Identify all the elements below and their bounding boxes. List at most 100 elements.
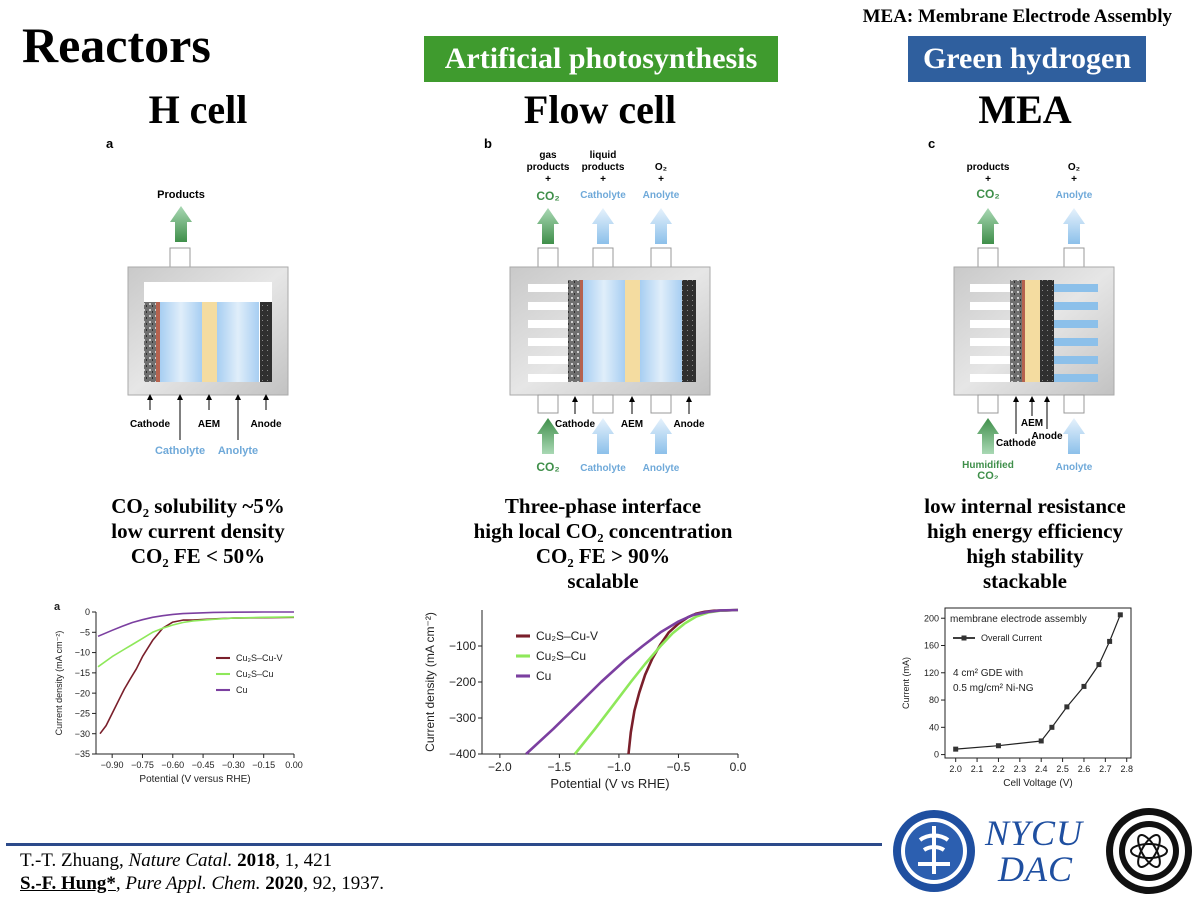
ref-volume-pages: , 1, 421 bbox=[275, 850, 333, 871]
x-tick-label: −0.60 bbox=[161, 760, 184, 770]
series-line bbox=[97, 616, 295, 668]
x-tick-label: 0.00 bbox=[285, 760, 303, 770]
y-tick-label: −400 bbox=[449, 747, 476, 761]
y-tick-label: −35 bbox=[75, 749, 90, 759]
y-tick-label: −300 bbox=[449, 711, 476, 725]
summary-line: high local CO₂ concentration bbox=[473, 519, 733, 543]
mea-aem-membrane bbox=[1025, 280, 1040, 382]
nycu-wordmark: NYCU bbox=[985, 813, 1084, 853]
reactor-name-h-cell: H cell bbox=[148, 87, 248, 132]
chart-annotation: 4 cm² GDE with bbox=[953, 668, 1023, 679]
ref-year: 2020 bbox=[260, 873, 304, 894]
mea-cathode bbox=[1010, 280, 1022, 382]
x-tick-label: −0.30 bbox=[222, 760, 245, 770]
y-tick-label: −25 bbox=[75, 709, 90, 719]
data-point bbox=[1064, 704, 1070, 710]
reactor-name-mea: MEA bbox=[978, 87, 1072, 132]
x-tick-label: −0.15 bbox=[252, 760, 275, 770]
y-axis-label: Current density (mA cm⁻²) bbox=[423, 612, 437, 752]
x-tick-label: 2.0 bbox=[949, 764, 962, 774]
h-cell-diagram: a Products Cathode AEM Anode Catholyte A… bbox=[106, 136, 289, 457]
products-label: Products bbox=[157, 189, 205, 201]
reference-2: S.-F. Hung*, Pure Appl. Chem. 2020, 92, … bbox=[20, 873, 384, 895]
y-tick-label: 200 bbox=[924, 613, 939, 623]
summary-line: scalable bbox=[567, 569, 639, 593]
catholyte-chamber bbox=[160, 302, 202, 382]
flow-cathode-label: Cathode bbox=[555, 419, 595, 430]
flow-aem-membrane bbox=[625, 280, 640, 382]
x-tick-label: −1.5 bbox=[548, 760, 572, 774]
flow-cell-diagram: b gas products + CO₂ liquid products + C… bbox=[484, 136, 711, 474]
chart-title: membrane electrode assembly bbox=[950, 614, 1087, 625]
x-axis-label: Potential (V versus RHE) bbox=[139, 774, 250, 785]
x-tick-label: 0.0 bbox=[730, 760, 747, 774]
legend-label: Cu₂S–Cu-V bbox=[236, 653, 283, 663]
cathode-label: Cathode bbox=[130, 419, 170, 430]
x-tick-label: −1.0 bbox=[607, 760, 631, 774]
legend-label: Cu bbox=[536, 669, 551, 683]
mea-summary: low internal resistance high energy effi… bbox=[845, 494, 1200, 594]
summary-line: low internal resistance bbox=[924, 494, 1126, 518]
legend-marker bbox=[961, 635, 967, 641]
legend-label: Cu bbox=[236, 685, 248, 695]
data-point bbox=[1096, 662, 1102, 668]
summary-line: CO₂ FE > 90% bbox=[535, 544, 671, 568]
legend-label: Cu₂S–Cu-V bbox=[536, 629, 598, 643]
o2-plus-label: + bbox=[658, 174, 664, 185]
x-tick-label: −0.75 bbox=[131, 760, 154, 770]
summary-line: CO₂ solubility ~5% bbox=[111, 494, 285, 518]
series-line bbox=[627, 608, 739, 755]
summary-line: low current density bbox=[111, 519, 285, 543]
co2-in-label: CO₂ bbox=[536, 460, 559, 474]
y-tick-label: −30 bbox=[75, 729, 90, 739]
x-tick-label: 2.1 bbox=[971, 764, 984, 774]
ref-volume-pages: , 92, 1937. bbox=[303, 873, 385, 894]
y-tick-label: 40 bbox=[929, 722, 939, 732]
flow-anode-label: Anode bbox=[673, 419, 705, 430]
anolyte-out-label: Anolyte bbox=[643, 190, 680, 201]
mea-products-plus: + bbox=[985, 174, 991, 185]
co2-out-arrow-icon bbox=[537, 208, 559, 244]
mea-aem-label: AEM bbox=[1021, 418, 1043, 429]
mea-co2-in-label: CO₂ bbox=[977, 470, 999, 479]
cathode-electrode bbox=[144, 302, 156, 382]
y-tick-label: −100 bbox=[449, 639, 476, 653]
y-tick-label: 120 bbox=[924, 668, 939, 678]
x-tick-label: 2.2 bbox=[992, 764, 1005, 774]
mea-anode bbox=[1040, 280, 1054, 382]
x-tick-label: 2.7 bbox=[1099, 764, 1112, 774]
y-tick-label: 80 bbox=[929, 695, 939, 705]
x-tick-label: 2.5 bbox=[1056, 764, 1069, 774]
gas-diffusion-electrode bbox=[568, 280, 580, 382]
anode-electrode bbox=[260, 302, 272, 382]
x-tick-label: 2.8 bbox=[1120, 764, 1133, 774]
co2-in-arrow-icon bbox=[537, 418, 559, 454]
x-tick-label: 2.4 bbox=[1035, 764, 1048, 774]
legend-label: Cu₂S–Cu bbox=[536, 649, 586, 663]
y-tick-label: −5 bbox=[80, 627, 90, 637]
plot-frame bbox=[944, 607, 1132, 759]
x-tick-label: −0.45 bbox=[192, 760, 215, 770]
mea-anolyte-in-arrow-icon bbox=[1063, 418, 1085, 454]
catholyte-in-arrow-icon bbox=[592, 418, 614, 454]
panel-label-c: c bbox=[928, 136, 935, 151]
y-tick-label: −10 bbox=[75, 648, 90, 658]
summary-line: CO₂ FE < 50% bbox=[130, 544, 266, 568]
chart-panel-label: a bbox=[54, 601, 61, 613]
panel-label-a: a bbox=[106, 136, 114, 151]
summary-line: stackable bbox=[983, 569, 1067, 593]
anolyte-chamber bbox=[217, 302, 259, 382]
gas-channel bbox=[528, 284, 568, 292]
series-line bbox=[525, 608, 739, 755]
h-cell-polarization-chart: −0.90 −0.75 −0.60 −0.45 −0.30 −0.15 0.00 0 −5 −10… bbox=[54, 601, 303, 785]
gas-label: gas bbox=[539, 150, 557, 161]
mea-co2-out-arrow-icon bbox=[977, 208, 999, 244]
anolyte-channel bbox=[640, 280, 682, 382]
dac-wordmark: DAC bbox=[998, 849, 1073, 889]
humidified-label: Humidified bbox=[962, 460, 1014, 471]
summary-line: Three-phase interface bbox=[504, 494, 702, 518]
co2-out-label: CO₂ bbox=[536, 189, 559, 203]
ref-author: S.-F. Hung* bbox=[20, 873, 116, 894]
liquid-products-label: products bbox=[582, 162, 625, 173]
mea-gas-channel bbox=[970, 284, 1010, 292]
